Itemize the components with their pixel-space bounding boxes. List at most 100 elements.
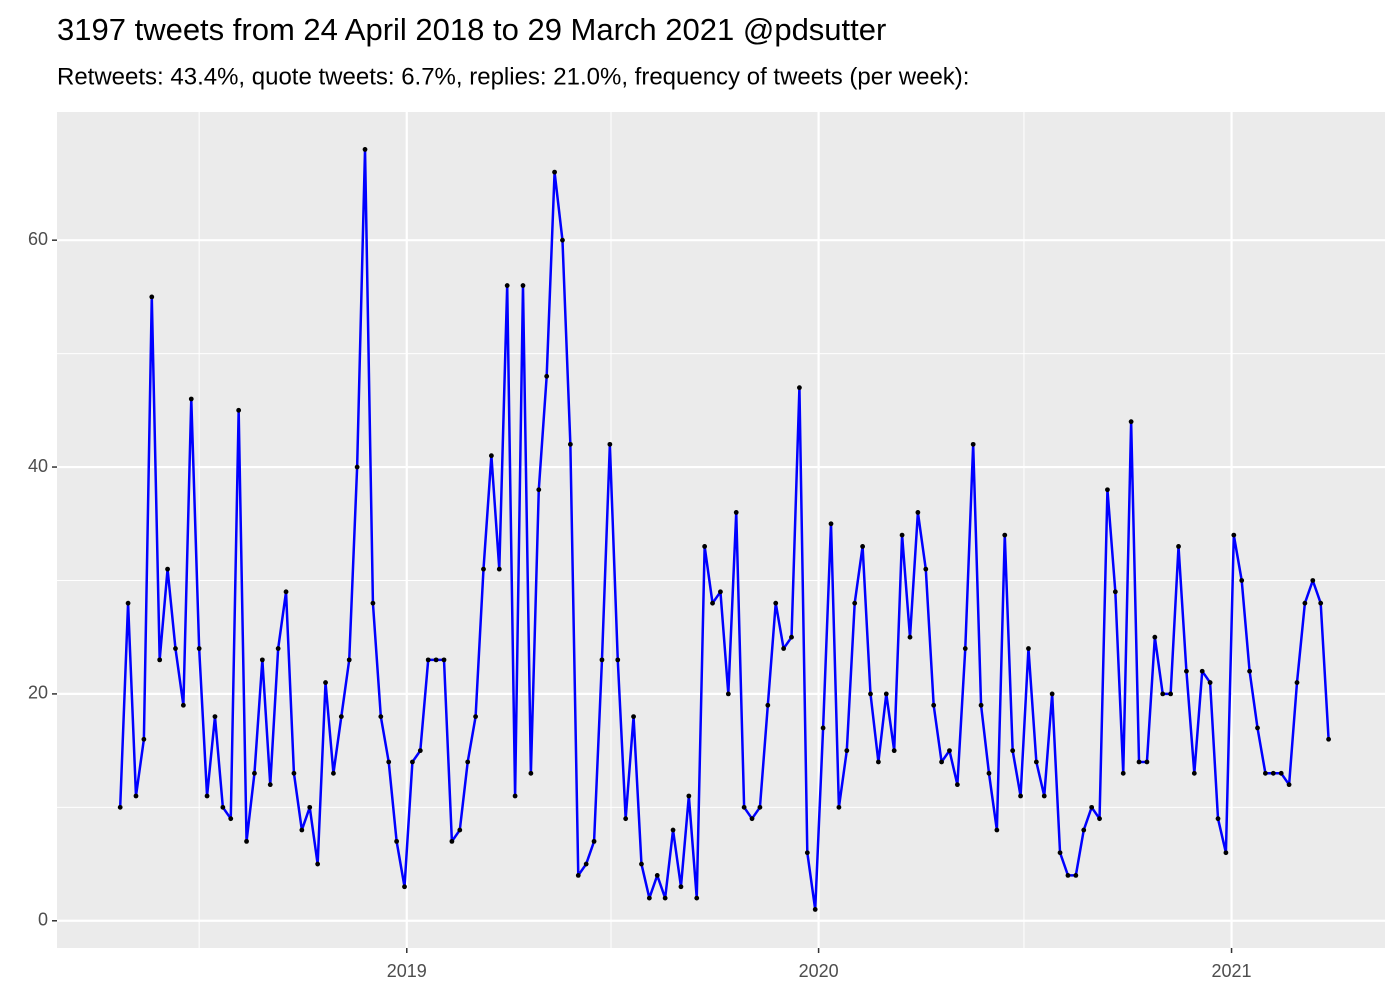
data-point bbox=[1270, 770, 1276, 776]
data-point bbox=[962, 646, 968, 651]
data-point bbox=[433, 657, 439, 663]
data-point bbox=[536, 487, 542, 493]
data-point bbox=[481, 566, 486, 572]
data-point bbox=[907, 634, 913, 640]
data-point bbox=[1097, 816, 1102, 822]
data-point bbox=[465, 759, 471, 765]
data-point bbox=[204, 793, 210, 799]
data-point bbox=[212, 714, 218, 719]
data-point bbox=[457, 827, 463, 833]
data-point bbox=[252, 770, 257, 776]
data-point bbox=[1247, 668, 1253, 674]
data-point bbox=[1207, 680, 1213, 685]
data-point bbox=[1152, 634, 1158, 640]
data-point bbox=[1302, 600, 1308, 606]
data-point bbox=[710, 600, 715, 606]
data-point bbox=[1049, 691, 1055, 697]
data-point bbox=[1255, 725, 1260, 731]
data-point bbox=[402, 884, 407, 890]
data-point bbox=[196, 646, 202, 651]
data-point bbox=[1065, 873, 1071, 878]
y-tick-label: 60 bbox=[28, 229, 48, 249]
data-point bbox=[346, 657, 352, 663]
data-point bbox=[473, 714, 478, 719]
data-point bbox=[1215, 816, 1221, 822]
data-point bbox=[686, 793, 692, 799]
data-point bbox=[875, 759, 881, 765]
data-point bbox=[1120, 770, 1126, 776]
data-point bbox=[1294, 680, 1300, 685]
y-tick-label: 20 bbox=[28, 683, 48, 703]
data-point bbox=[781, 646, 787, 651]
data-point bbox=[220, 804, 226, 810]
data-point bbox=[362, 147, 368, 152]
data-point bbox=[370, 600, 376, 606]
data-point bbox=[283, 589, 289, 595]
data-point bbox=[1002, 532, 1008, 538]
data-point bbox=[1239, 578, 1245, 583]
y-tick-label: 40 bbox=[28, 456, 48, 476]
data-point bbox=[512, 793, 518, 799]
data-point bbox=[883, 691, 889, 697]
data-point bbox=[1073, 873, 1079, 878]
data-point bbox=[133, 793, 139, 799]
data-point bbox=[394, 838, 400, 844]
data-point bbox=[259, 657, 265, 663]
data-point bbox=[654, 873, 660, 878]
data-point bbox=[544, 373, 550, 379]
data-point bbox=[773, 600, 779, 606]
data-point bbox=[757, 804, 763, 810]
data-point bbox=[157, 657, 163, 663]
data-point bbox=[931, 702, 937, 708]
data-point bbox=[891, 748, 897, 754]
data-point bbox=[331, 770, 336, 776]
data-point bbox=[725, 691, 731, 697]
series-line bbox=[118, 148, 1330, 911]
data-point bbox=[165, 566, 170, 572]
data-point bbox=[678, 884, 684, 890]
data-point bbox=[820, 725, 826, 731]
data-point bbox=[591, 838, 597, 844]
data-point bbox=[1184, 668, 1189, 674]
data-point bbox=[718, 589, 723, 595]
data-point bbox=[1057, 850, 1063, 856]
data-point bbox=[631, 714, 636, 719]
data-point bbox=[615, 657, 621, 663]
data-point bbox=[299, 827, 305, 833]
data-point bbox=[496, 566, 502, 572]
plot-panel bbox=[57, 112, 1385, 948]
data-point bbox=[749, 816, 755, 822]
data-point bbox=[244, 838, 249, 844]
data-point bbox=[1176, 544, 1181, 549]
data-point bbox=[567, 441, 573, 447]
data-point bbox=[1026, 646, 1031, 651]
data-point bbox=[1263, 770, 1268, 776]
chart-title: 3197 tweets from 24 April 2018 to 29 Mar… bbox=[57, 12, 886, 47]
data-point bbox=[804, 850, 810, 856]
data-point bbox=[1223, 850, 1229, 856]
data-point bbox=[228, 816, 234, 822]
data-point bbox=[670, 827, 676, 833]
data-point bbox=[623, 816, 629, 822]
data-point bbox=[338, 714, 344, 719]
data-point bbox=[1112, 589, 1118, 595]
data-point bbox=[1041, 793, 1047, 799]
data-point bbox=[978, 702, 984, 708]
data-point bbox=[180, 702, 186, 708]
data-point bbox=[291, 770, 297, 776]
data-point bbox=[789, 634, 794, 640]
data-point bbox=[1033, 759, 1039, 765]
data-point bbox=[149, 294, 155, 300]
data-point bbox=[528, 770, 534, 776]
data-point bbox=[1318, 600, 1324, 606]
data-point bbox=[868, 691, 873, 697]
data-point bbox=[1231, 532, 1237, 538]
data-point bbox=[646, 895, 652, 901]
data-point bbox=[1286, 782, 1292, 788]
data-point bbox=[125, 600, 131, 606]
data-point bbox=[117, 804, 123, 810]
data-point bbox=[267, 782, 273, 788]
data-point bbox=[662, 895, 668, 901]
